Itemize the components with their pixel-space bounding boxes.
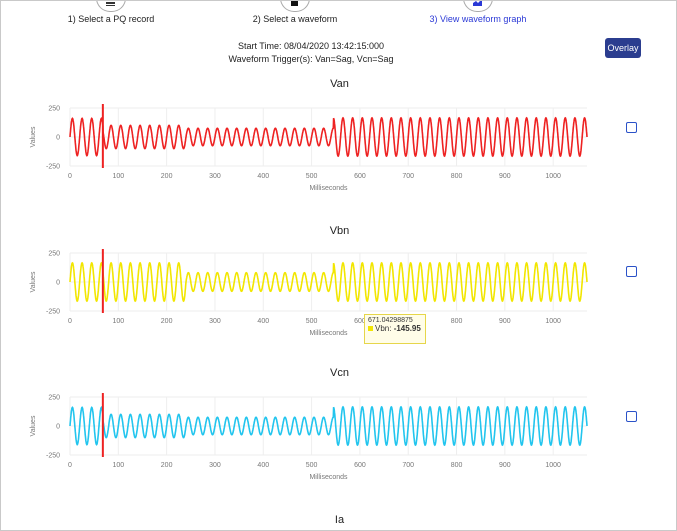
x-axis-label: Milliseconds	[309, 330, 348, 337]
x-tick-label: 100	[112, 462, 124, 469]
step-view-waveform-graph[interactable]: 3) View waveform graph	[428, 1, 528, 24]
x-tick-label: 900	[499, 462, 511, 469]
waveform-line-van	[69, 116, 588, 158]
x-tick-label: 500	[306, 173, 318, 180]
chart-title-vcn: Vcn	[330, 367, 349, 379]
x-axis-label: Milliseconds	[309, 185, 348, 192]
y-axis-label: Values	[30, 126, 37, 147]
x-tick-label: 1000	[545, 462, 561, 469]
y-axis-label: Values	[30, 271, 37, 292]
select-van-checkbox[interactable]	[626, 122, 637, 133]
x-tick-label: 200	[161, 318, 173, 325]
y-tick-label: -250	[46, 164, 60, 171]
x-tick-label: 500	[306, 318, 318, 325]
x-tick-label: 400	[257, 173, 269, 180]
x-tick-label: 800	[451, 173, 463, 180]
start-time: Start Time: 08/04/2020 13:42:15:000	[237, 41, 385, 51]
x-tick-label: 500	[306, 462, 318, 469]
x-tick-label: 300	[209, 173, 221, 180]
y-tick-label: -250	[46, 309, 60, 316]
chart-title-ia: Ia	[334, 514, 345, 526]
x-tick-label: 600	[354, 462, 366, 469]
chart-title-van: Van	[330, 78, 349, 90]
x-tick-label: 0	[68, 173, 72, 180]
y-axis-label: Values	[30, 415, 37, 436]
x-tick-label: 300	[209, 462, 221, 469]
step-select-pq-record[interactable]: 1) Select a PQ record	[61, 1, 161, 24]
x-tick-label: 400	[257, 462, 269, 469]
y-tick-label: 250	[48, 395, 60, 402]
tooltip-y-value: -145.95	[393, 324, 421, 333]
select-vcn-checkbox[interactable]	[626, 411, 637, 422]
x-tick-label: 600	[354, 173, 366, 180]
x-tick-label: 800	[451, 462, 463, 469]
stop-icon	[280, 1, 310, 12]
tooltip-value-row: Vbn: -145.95	[368, 324, 422, 333]
x-tick-label: 100	[112, 173, 124, 180]
waveform-line-vcn	[69, 405, 588, 447]
x-tick-label: 1000	[545, 173, 561, 180]
x-axis-label: Milliseconds	[309, 474, 348, 481]
x-tick-label: 0	[68, 462, 72, 469]
chart-vbn: 010020030040050060070080090010002500-250…	[30, 249, 588, 337]
waveform-line-vbn	[69, 261, 588, 303]
series-swatch	[368, 326, 373, 331]
x-tick-label: 100	[112, 318, 124, 325]
chart-title-vbn: Vbn	[329, 225, 350, 237]
x-tick-label: 200	[161, 462, 173, 469]
y-tick-label: 0	[56, 280, 60, 287]
select-vbn-checkbox[interactable]	[626, 266, 637, 277]
x-tick-label: 0	[68, 318, 72, 325]
x-tick-label: 600	[354, 318, 366, 325]
x-tick-label: 300	[209, 318, 221, 325]
step-label: 1) Select a PQ record	[67, 14, 155, 24]
tooltip-x-value: 671.04298875	[368, 317, 413, 324]
waveform-triggers: Waveform Trigger(s): Van=Sag, Vcn=Sag	[228, 54, 394, 64]
x-tick-label: 1000	[545, 318, 561, 325]
list-icon	[96, 1, 126, 12]
tooltip-series: Vbn	[375, 324, 390, 333]
y-tick-label: -250	[46, 453, 60, 460]
x-tick-label: 800	[451, 318, 463, 325]
x-tick-label: 200	[161, 173, 173, 180]
chart-van: 0 100 200 300 400 500 600 700 800 900 1000 250 0 -250…	[30, 104, 588, 192]
step-select-waveform[interactable]: 2) Select a waveform	[245, 1, 345, 24]
x-tick-label: 400	[257, 318, 269, 325]
x-tick-label: 900	[499, 318, 511, 325]
y-tick-label: 0	[56, 135, 60, 142]
x-tick-label: 700	[402, 462, 414, 469]
step-label: 2) Select a waveform	[252, 14, 338, 24]
step-label: 3) View waveform graph	[429, 14, 527, 24]
x-tick-label: 900	[499, 173, 511, 180]
y-tick-label: 0	[56, 424, 60, 431]
y-tick-label: 250	[48, 106, 60, 113]
chart-vcn: 0 100 200 300 400 500 600 700 800 900 1000 250 0 -250…	[30, 393, 588, 481]
chart-icon	[463, 1, 493, 12]
y-tick-label: 250	[48, 251, 60, 258]
data-tooltip: 671.04298875 Vbn: -145.95	[364, 314, 426, 344]
x-tick-label: 700	[402, 173, 414, 180]
overlay-button[interactable]: Overlay	[605, 38, 641, 58]
